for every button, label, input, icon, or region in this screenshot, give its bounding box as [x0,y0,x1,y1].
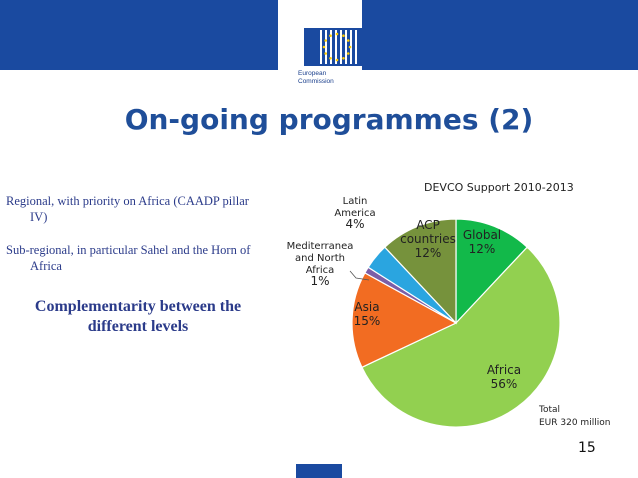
pie-slice-label-2-0: Asia [354,300,379,314]
pie-slice-label-5-0: ACP [416,218,440,232]
pie-slice-acp-countries [383,218,457,325]
bullet-subregional-line2: Africa [30,259,62,273]
european-commission-logo: European Commission [278,0,362,96]
pie-value-label-3-3: 1% [310,274,329,288]
pie-slice-asia [351,272,458,369]
total-note-label: Total [539,405,561,415]
pie-slice-label-3-1: and North [295,253,345,264]
pie-slice-label-3-0: Mediterranea [287,241,354,252]
pie-value-label-1-1: 56% [491,377,518,391]
pie-slice-global [455,218,529,325]
pie-value-label-5-2: 12% [415,246,442,260]
logo-text-commission: Commission [298,78,334,85]
complementarity-line2: different levels [87,318,189,335]
pie-value-label-2-1: 15% [354,314,381,328]
bullet-subregional: Sub-regional, in particular Sahel and th… [6,242,256,274]
chart-title: DEVCO Support 2010-2013 [424,181,574,194]
logo-text-european: European [298,70,327,77]
page-number: 15 [578,440,596,456]
complementarity-line1: Complementarity between the [34,298,242,315]
pie-slice-label-3-2: Africa [306,265,335,276]
pie-value-label-0-1: 12% [469,242,496,256]
bullet-regional: Regional, with priority on Africa (CAADP… [6,193,256,225]
pie-slice-label-4-1: America [334,208,375,219]
pie-slice-label-1-0: Africa [487,363,521,377]
pie-slice-label-4-0: Latin [343,196,368,207]
slide-title: On-going programmes (2) [124,103,534,136]
bullet-subregional-line1: Sub-regional, in particular Sahel and th… [6,243,251,257]
pie-slice-label-5-1: countries [400,232,456,246]
commission-emblem-icon [304,28,362,66]
complementarity-note: Complementarity between the different le… [18,297,258,337]
bullet-regional-line2: IV) [30,210,48,224]
total-note-amount: EUR 320 million [539,418,611,428]
pie-slice-label-0-0: Global [463,228,501,242]
footer-flag [296,464,342,478]
pie-slice-africa [361,246,561,428]
bullet-regional-line1: Regional, with priority on Africa (CAADP… [6,194,249,208]
pie-value-label-4-2: 4% [345,217,364,231]
leader-line-mediterranean [349,270,370,281]
